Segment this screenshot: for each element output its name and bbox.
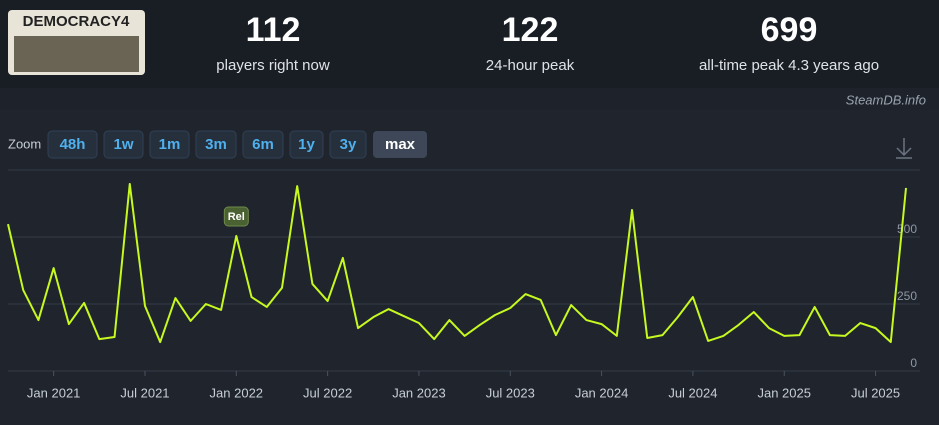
zoom-button[interactable] (47, 130, 98, 159)
zoom-button[interactable] (289, 130, 324, 159)
x-tick-label: Jul 2025 (851, 385, 900, 400)
stat-value: 112 (246, 11, 301, 49)
zoom-button-label[interactable]: 48h (60, 136, 86, 153)
header-bg (0, 0, 939, 88)
stat-label: 24-hour peak (486, 57, 575, 74)
zoom-button[interactable] (195, 130, 237, 159)
series-line (7, 182, 907, 344)
x-tick-label: Jan 2023 (392, 385, 446, 400)
zoom-label: Zoom (8, 136, 41, 151)
x-tick-label: Jan 2025 (757, 385, 811, 400)
zoom-button-label[interactable]: max (385, 136, 416, 153)
download-icon[interactable] (896, 138, 912, 159)
zoom-button[interactable] (329, 130, 367, 159)
x-tick-label: Jul 2024 (668, 385, 717, 400)
x-tick-label: Jan 2022 (210, 385, 264, 400)
stat-value: 699 (761, 11, 818, 49)
stat-value: 122 (502, 11, 559, 49)
logo-figures (14, 36, 139, 72)
annotation-text: Rel (228, 211, 245, 223)
chart-bg (0, 110, 939, 425)
annotation-box (223, 206, 249, 227)
watermark: SteamDB.info (846, 92, 926, 107)
y-tick-label: 0 (910, 356, 917, 370)
logo-text: DEMOCRACY4 (23, 13, 130, 30)
zoom-button[interactable] (242, 130, 284, 159)
x-tick-label: Jul 2023 (486, 385, 535, 400)
x-tick-label: Jul 2021 (120, 385, 169, 400)
stat-label: all-time peak 4.3 years ago (699, 57, 879, 74)
zoom-button-label[interactable]: 1y (298, 136, 315, 153)
zoom-button-label[interactable]: 6m (252, 136, 274, 153)
y-tick-label: 250 (897, 289, 917, 303)
zoom-button-label[interactable]: 1w (113, 136, 133, 153)
zoom-button[interactable] (103, 130, 144, 159)
zoom-button[interactable] (149, 130, 190, 159)
x-tick-label: Jan 2021 (27, 385, 81, 400)
zoom-button-label[interactable]: 1m (159, 136, 181, 153)
zoom-button-label[interactable]: 3y (340, 136, 357, 153)
x-tick-label: Jul 2022 (303, 385, 352, 400)
y-tick-label: 500 (897, 222, 917, 236)
zoom-button-label[interactable]: 3m (205, 136, 227, 153)
stat-label: players right now (216, 57, 330, 74)
x-tick-label: Jan 2024 (575, 385, 629, 400)
zoom-button[interactable] (373, 131, 427, 158)
